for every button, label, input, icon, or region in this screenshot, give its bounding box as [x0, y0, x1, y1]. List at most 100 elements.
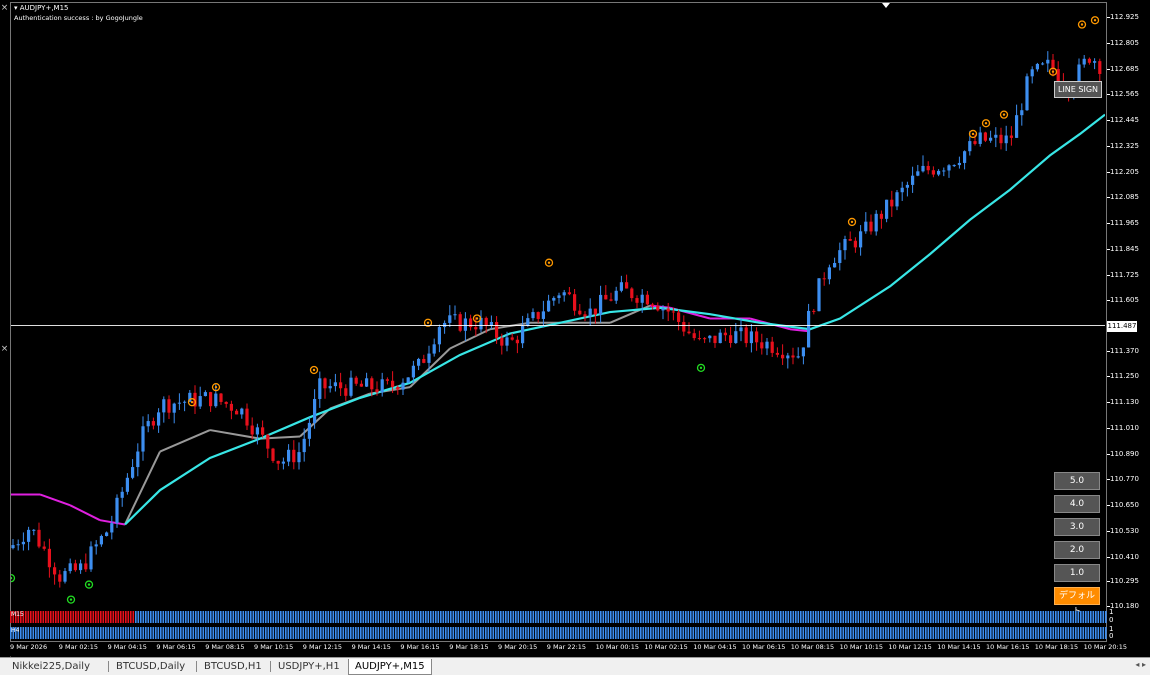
tab-btcusd-h1[interactable]: BTCUSD,H1 — [204, 661, 262, 672]
indicator-bar — [882, 611, 885, 623]
indicator-bar — [612, 627, 615, 639]
indicator-bar — [75, 627, 77, 639]
bear-candle — [344, 388, 348, 396]
bear-candle — [37, 529, 41, 547]
price-tick-label: 110.890 — [1110, 449, 1139, 458]
time-tick-label: 10 Mar 14:15 — [937, 643, 981, 651]
default-button[interactable]: デフォルト — [1054, 587, 1100, 617]
indicator-bar — [250, 611, 252, 623]
indicator-bar — [387, 627, 390, 639]
bear-candle — [359, 383, 363, 387]
indicator-bar — [40, 611, 42, 623]
indicator-bar — [757, 627, 760, 639]
bull-candle — [905, 184, 909, 188]
indicator-bar — [625, 611, 627, 623]
indicator-bar — [707, 611, 710, 623]
scale-5-button[interactable]: 5.0 — [1054, 472, 1100, 490]
indicator-bar — [737, 611, 740, 623]
bear-candle — [625, 282, 629, 289]
indicator-bar — [480, 627, 482, 639]
time-axis[interactable]: 9 Mar 2026 9 Mar 02:15 9 Mar 04:15 9 Mar 06… — [10, 642, 1127, 656]
indicator-bar — [197, 627, 200, 639]
indicator-bar — [675, 627, 677, 639]
bear-candle — [391, 380, 395, 387]
indicator-bar — [1040, 611, 1042, 623]
indicator-bar — [535, 627, 537, 639]
indicator-bar — [1085, 627, 1087, 639]
indicator-bar — [530, 627, 532, 639]
indicator-bar — [225, 611, 227, 623]
sell-signal-icon — [544, 258, 554, 267]
indicator-bar — [937, 627, 940, 639]
indicator-bar — [410, 611, 412, 623]
scale-1-button[interactable]: 1.0 — [1054, 564, 1100, 582]
indicator-bar — [420, 627, 422, 639]
indicator-bar — [262, 627, 265, 639]
indicator-bar — [672, 627, 675, 639]
close-icon[interactable]: × — [0, 3, 9, 13]
price-chart[interactable] — [10, 0, 1105, 605]
time-tick-label: 9 Mar 18:15 — [449, 643, 489, 651]
indicator-bar — [585, 611, 587, 623]
indicator-bar — [170, 611, 172, 623]
indicator-bar — [412, 611, 415, 623]
indicator-bar — [330, 627, 332, 639]
indicator-bar — [1097, 627, 1100, 639]
bear-candle — [515, 339, 519, 344]
tab-nikkei225-daily[interactable]: Nikkei225,Daily — [12, 661, 90, 672]
indicator-bar — [680, 627, 682, 639]
indicator-bar — [672, 611, 675, 623]
indicator-bar — [897, 611, 900, 623]
indicator-bar — [335, 611, 337, 623]
indicator-bar — [492, 611, 495, 623]
indicator-bar — [330, 611, 332, 623]
bull-candle — [406, 377, 410, 383]
scale-4-button[interactable]: 4.0 — [1054, 495, 1100, 513]
scale-2-button[interactable]: 2.0 — [1054, 541, 1100, 559]
indicator-bar — [817, 627, 820, 639]
indicator-bar — [1072, 627, 1075, 639]
indicator-bar — [12, 611, 15, 623]
indicator-bar — [132, 611, 135, 623]
scale-3-button[interactable]: 3.0 — [1054, 518, 1100, 536]
indicator-bar — [320, 611, 322, 623]
indicator-bar — [602, 611, 605, 623]
indicator-bar — [785, 627, 787, 639]
time-tick-label: 9 Mar 2026 — [10, 643, 48, 651]
indicator-bar — [1105, 611, 1107, 623]
indicator-bar — [345, 627, 347, 639]
line-sign-button[interactable]: LINE SIGN — [1054, 81, 1102, 98]
tab-btcusd-daily[interactable]: BTCUSD,Daily — [116, 661, 186, 672]
bear-candle — [469, 318, 473, 328]
bull-candle — [401, 382, 405, 390]
indicator-bar — [982, 627, 985, 639]
tab-scroll-arrows-icon[interactable]: ◂ ▸ — [1135, 660, 1146, 669]
indicator-bar — [802, 627, 805, 639]
tab-usdjpy-h1[interactable]: USDJPY+,H1 — [278, 661, 340, 672]
indicator-bar — [385, 611, 387, 623]
indicator-bar — [125, 611, 127, 623]
indicator-bar — [885, 627, 887, 639]
indicator-bar — [1002, 627, 1005, 639]
bull-candle — [838, 250, 842, 263]
indicator-bar — [337, 627, 340, 639]
indicator-bar — [992, 611, 995, 623]
shift-marker-icon[interactable] — [882, 3, 890, 8]
indicator-bar — [247, 627, 250, 639]
indicator-bar — [605, 627, 607, 639]
indicator-bar — [757, 611, 760, 623]
indicator-bar — [55, 611, 57, 623]
indicator-bar — [670, 627, 672, 639]
indicator-bar — [397, 611, 400, 623]
price-tick-label: 112.325 — [1110, 141, 1139, 150]
indicator-bar — [347, 627, 350, 639]
indicator-bar — [1017, 611, 1020, 623]
indicator-bar — [990, 611, 992, 623]
indicator-bar — [405, 611, 407, 623]
indicator-bar — [730, 627, 732, 639]
indicator-bar — [487, 611, 490, 623]
indicator-bar — [850, 611, 852, 623]
close-icon[interactable]: × — [0, 344, 9, 354]
indicator-bar — [820, 627, 822, 639]
tab-audjpy-m15[interactable]: AUDJPY+,M15 — [348, 659, 432, 675]
